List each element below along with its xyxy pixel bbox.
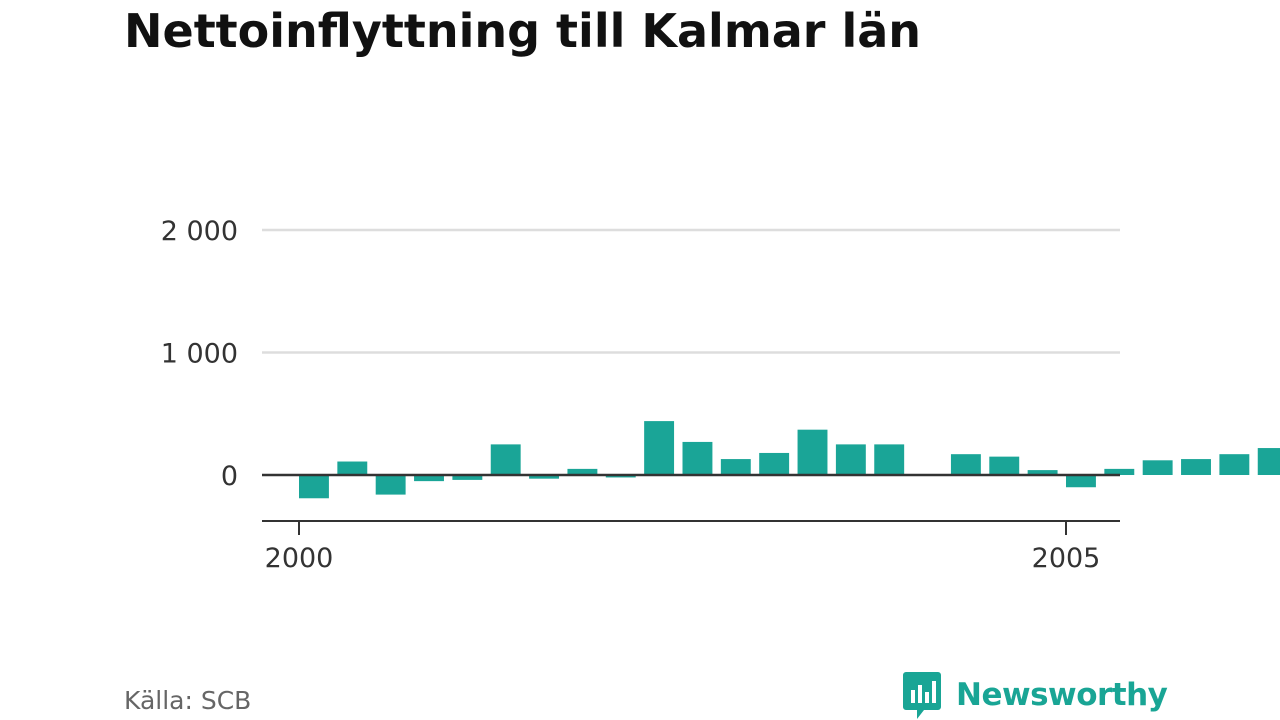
bar [1104, 468, 1135, 476]
bar [490, 444, 521, 476]
bar [874, 444, 905, 476]
y-tick-label: 2 000 [161, 216, 238, 247]
newsworthy-logo-icon [903, 672, 941, 719]
bar [797, 429, 828, 475]
axes [262, 473, 1120, 535]
bar [1066, 475, 1096, 488]
bar [1219, 454, 1250, 475]
bar [299, 475, 329, 499]
y-tick-label: 0 [221, 461, 238, 492]
x-tick-label: 2000 [265, 543, 334, 574]
bar [759, 452, 790, 475]
bar [1181, 459, 1211, 475]
source-note: Källa: SCB [124, 686, 252, 715]
bar [720, 459, 751, 475]
bar [1027, 470, 1058, 475]
bars [299, 421, 1280, 499]
x-tick-label: 2005 [1032, 543, 1101, 574]
bar [567, 468, 598, 476]
bar [1257, 448, 1280, 475]
gridlines [262, 228, 1120, 354]
newsworthy-logo: Newsworthy [902, 670, 1168, 720]
bar [375, 475, 406, 495]
bar [414, 475, 444, 482]
y-tick-label: 1 000 [161, 339, 238, 370]
bar [529, 475, 560, 479]
bar [835, 444, 866, 476]
chart-title: Nettoinflyttning till Kalmar län [124, 4, 922, 58]
bar [1142, 460, 1173, 475]
bar [682, 441, 713, 476]
bar [337, 461, 368, 475]
newsworthy-logo-text: Newsworthy [956, 677, 1168, 713]
bar [644, 421, 675, 475]
bar [950, 454, 981, 475]
bar [989, 456, 1020, 476]
bar [452, 475, 483, 480]
